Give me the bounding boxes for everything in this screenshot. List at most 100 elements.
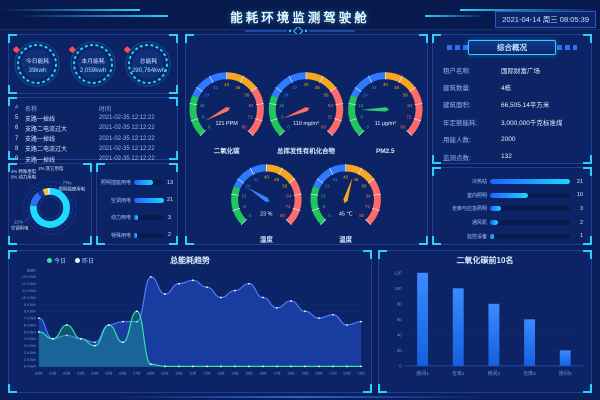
svg-text:21时: 21时: [329, 370, 337, 375]
hbar-fill: [490, 220, 498, 226]
svg-text:1 KWh: 1 KWh: [24, 357, 36, 362]
energy-trend-panel: 总能耗趋势 今日 昨日 0 KWh 1 KWh 2 KWh 3 KWh 4 KWh 5 KW…: [8, 250, 372, 393]
alarm-col-name: 名称: [25, 106, 38, 113]
overview-value: 国际财富广场: [501, 67, 540, 75]
trend-legend: 今日 昨日: [47, 256, 94, 265]
svg-text:16时: 16时: [259, 370, 267, 375]
hbar-label: 走廊与应急照明: [451, 206, 487, 213]
hbar-fill: [490, 206, 502, 212]
hbar-track: [134, 215, 164, 221]
svg-text:16: 16: [241, 194, 246, 199]
stat-value: 39kwh: [28, 66, 47, 74]
svg-text:12 KWh: 12 KWh: [22, 281, 36, 286]
hbar-row: 走廊与应急照明 3: [435, 202, 585, 216]
svg-text:09时: 09时: [161, 370, 169, 375]
svg-text:40: 40: [304, 82, 309, 87]
stat-ring: [14, 41, 60, 87]
svg-text:80: 80: [400, 124, 405, 129]
svg-text:12%: 12%: [14, 220, 23, 225]
hbar-value: 13: [167, 179, 174, 186]
overview-value: 4栋: [501, 85, 512, 93]
svg-text:72: 72: [406, 115, 411, 120]
svg-text:64: 64: [328, 103, 333, 108]
svg-text:80: 80: [242, 124, 247, 129]
svg-text:17时: 17时: [273, 370, 281, 375]
co2-category: 房间1: [416, 370, 429, 377]
svg-text:13时: 13时: [217, 370, 225, 375]
svg-text:00时: 00时: [35, 370, 43, 375]
stat-ring: [70, 41, 115, 87]
alarm-index: 6: [15, 125, 19, 132]
svg-text:11 KWh: 11 KWh: [22, 288, 36, 293]
subitem-bars-panel: 照明插座用电 13 空调用电 21 动力用电 3 特殊用电 2: [96, 163, 178, 245]
banner-deco: [549, 45, 577, 50]
co2-bar: [488, 303, 500, 366]
hbar-label: 通风机: [471, 220, 487, 227]
svg-text:56: 56: [403, 92, 408, 97]
alarm-time: 2021-02-35 12:12:22: [99, 145, 155, 152]
svg-text:32: 32: [213, 85, 218, 90]
alarm-row: 7 支路一掉线 2021-02-35 12:12:22: [15, 134, 171, 144]
stat-label: 总能耗: [139, 59, 158, 65]
svg-text:03时: 03时: [77, 370, 85, 375]
svg-text:48: 48: [315, 85, 320, 90]
svg-text:60: 60: [397, 317, 402, 322]
svg-text:2 KWh: 2 KWh: [24, 350, 36, 355]
environment-gauges-panel: 0 8 16 24 32 40 48 56 64 72 80 121 PPM 二氧化碳 0 8 16 24 32 4…: [185, 34, 428, 245]
alarm-col-index: #: [15, 105, 19, 112]
svg-text:23时: 23时: [357, 370, 365, 375]
svg-text:56: 56: [362, 184, 367, 189]
svg-text:48: 48: [235, 85, 240, 90]
svg-text:48: 48: [354, 177, 359, 182]
hbar-fill: [490, 179, 570, 185]
overview-panel: 综合概况 租户名称: 国际财富广场 建筑数量: 4栋 建筑面积: 66,505.14平方米…: [432, 34, 592, 164]
svg-text:40: 40: [343, 174, 348, 179]
alarm-time: 2021-02-35 12:12:22: [99, 115, 155, 122]
hbar-row: 室内照明 10: [435, 189, 585, 203]
gauge-value: 110 mg/m³: [293, 121, 319, 127]
stat-ring: [125, 41, 171, 87]
hbar-track: [134, 197, 164, 203]
device-bars-chart: 冷热站 21 室内照明 10 走廊与应急照明 3 通风机 2 监控设备 1: [433, 168, 591, 243]
energy-stats-panel: 今日能耗 39kwh 本月能耗 2,059kwh 总能耗 290,764kwh: [8, 34, 178, 94]
gauge-name: 二氧化碳: [214, 146, 240, 155]
svg-text:40: 40: [264, 174, 269, 179]
overview-label: 建筑数量:: [443, 85, 471, 93]
svg-text:0: 0: [399, 363, 402, 368]
svg-text:64: 64: [407, 103, 412, 108]
svg-text:10 KWh: 10 KWh: [22, 295, 36, 300]
legend-item-昨日[interactable]: 昨日: [75, 256, 94, 265]
co2-bar: [417, 272, 429, 366]
svg-text:80: 80: [321, 124, 326, 129]
svg-text:8: 8: [281, 115, 284, 120]
hbar-value: 3: [579, 205, 583, 212]
stat-value: 290,764kwh: [131, 66, 166, 74]
svg-text:72: 72: [327, 115, 332, 120]
overview-row: 年定额能耗: 3,000,000千克标准煤: [443, 113, 581, 130]
svg-text:6 KWh: 6 KWh: [24, 322, 36, 327]
svg-text:40: 40: [224, 82, 229, 87]
alarm-time: 2021-02-35 12:12:22: [99, 125, 155, 132]
gauge-value: 23 %: [260, 211, 273, 217]
overview-value: 2000: [501, 135, 516, 143]
header-deco-line: [460, 9, 600, 11]
stat-text: 本月能耗 2,059kwh: [67, 56, 120, 74]
hbar-label: 照明插座用电: [100, 180, 131, 187]
svg-text:0: 0: [328, 213, 331, 218]
alarm-name: 支路二电流过大: [25, 126, 68, 133]
hbar-value: 2: [579, 219, 583, 226]
energy-stat-card: 今日能耗 39kwh: [11, 38, 64, 91]
overview-value: 132: [501, 153, 512, 161]
svg-text:kWh: kWh: [27, 268, 36, 273]
hbar-label: 特殊用电: [110, 232, 131, 239]
alarm-row: 5 支路一掉线 2021-02-35 12:12:22: [15, 113, 171, 123]
co2-bar: [452, 288, 464, 366]
svg-text:8: 8: [323, 204, 326, 209]
svg-text:22时: 22时: [343, 370, 351, 375]
alarm-index: 5: [15, 115, 19, 122]
legend-item-今日[interactable]: 今日: [47, 256, 66, 265]
svg-text:80: 80: [359, 213, 364, 218]
